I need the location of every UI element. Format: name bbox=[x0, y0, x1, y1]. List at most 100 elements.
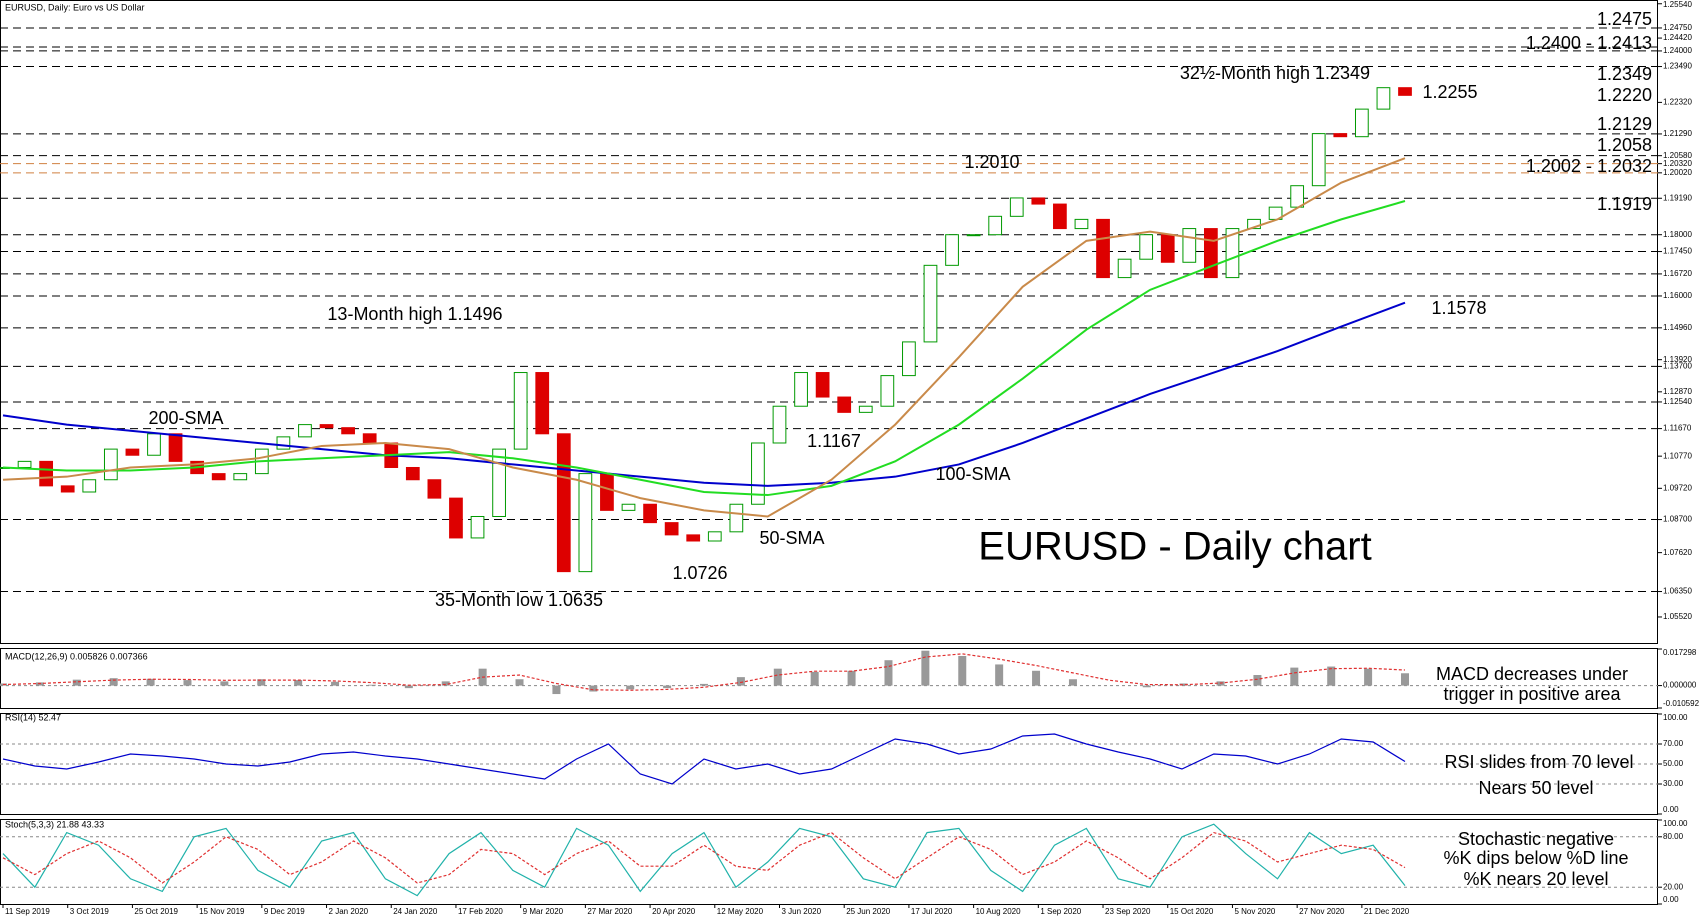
stoch-header: Stoch(5,3,3) 21.88 43.33 bbox=[5, 819, 104, 829]
histogram-bar bbox=[1401, 673, 1409, 686]
note: Stochastic negative bbox=[1458, 829, 1614, 849]
annotation: 32½-Month high 1.2349 bbox=[1180, 63, 1370, 83]
y-tick-label: 20.00 bbox=[1663, 882, 1684, 891]
candle bbox=[1398, 87, 1412, 96]
x-tick-label: 11 Sep 2019 bbox=[5, 907, 50, 916]
candle bbox=[298, 424, 312, 438]
x-tick-label: 15 Oct 2020 bbox=[1170, 907, 1214, 916]
candle bbox=[1096, 218, 1110, 279]
y-tick-label: 1.11670 bbox=[1663, 424, 1692, 433]
y-tick-label: 100.00 bbox=[1663, 713, 1688, 722]
y-tick-label: 0.000000 bbox=[1663, 681, 1697, 690]
note: %K nears 20 level bbox=[1463, 869, 1608, 889]
y-tick-label: 1.18000 bbox=[1663, 230, 1692, 239]
y-tick-label: 50.00 bbox=[1663, 759, 1684, 768]
annotation: 1.2010 bbox=[964, 152, 1019, 172]
histogram-bar bbox=[183, 680, 192, 686]
x-tick-label: 17 Feb 2020 bbox=[458, 907, 503, 916]
histogram-bar bbox=[1364, 668, 1373, 686]
histogram-bar bbox=[736, 677, 745, 686]
histogram-bar bbox=[1327, 666, 1336, 686]
annotation: 13-Month high 1.1496 bbox=[327, 304, 502, 324]
y-tick-label: 1.13920 bbox=[1663, 355, 1692, 364]
candle bbox=[729, 503, 744, 533]
candle bbox=[578, 473, 593, 573]
y-tick-label: 1.12870 bbox=[1663, 387, 1692, 396]
histogram-bar bbox=[884, 660, 893, 686]
macd-panel bbox=[0, 648, 1658, 709]
candle bbox=[168, 433, 183, 462]
y-tick-label: 100.00 bbox=[1663, 819, 1688, 828]
chart-title: EURUSD - Daily chart bbox=[978, 525, 1371, 569]
candle bbox=[1117, 258, 1132, 279]
y-tick-label: 1.10770 bbox=[1663, 451, 1692, 460]
x-tick-label: 23 Sep 2020 bbox=[1105, 907, 1151, 916]
histogram-bar bbox=[847, 670, 856, 686]
y-tick-label: 1.17450 bbox=[1663, 247, 1692, 256]
histogram-bar bbox=[1068, 679, 1077, 686]
y-tick-label: 0.017298 bbox=[1663, 648, 1697, 657]
x-tick-label: 9 Mar 2020 bbox=[523, 907, 564, 916]
y-tick-label: 1.21290 bbox=[1663, 129, 1692, 138]
y-tick-label: 1.22320 bbox=[1663, 97, 1692, 106]
y-tick-label: 1.07620 bbox=[1663, 548, 1692, 557]
series-line bbox=[2, 200, 1406, 497]
candle bbox=[794, 372, 808, 407]
histogram-bar bbox=[109, 678, 118, 686]
candle bbox=[621, 503, 636, 511]
histogram-bar bbox=[404, 685, 413, 689]
y-tick-label: 1.05520 bbox=[1663, 612, 1692, 621]
histogram-bar bbox=[589, 685, 598, 692]
histogram-bar bbox=[294, 680, 303, 686]
candle bbox=[427, 479, 442, 499]
candle bbox=[1139, 234, 1154, 260]
x-tick-label: 20 Apr 2020 bbox=[652, 907, 696, 916]
candle bbox=[664, 522, 679, 536]
macd-header: MACD(12,26,9) 0.005826 0.007366 bbox=[5, 651, 148, 661]
candle bbox=[686, 534, 701, 542]
histogram-bar bbox=[773, 668, 782, 686]
histogram-bar bbox=[72, 679, 81, 686]
candle bbox=[1074, 218, 1089, 230]
x-tick-label: 2 Jan 2020 bbox=[329, 907, 369, 916]
histogram-bar bbox=[995, 664, 1004, 686]
histogram-bar bbox=[257, 679, 266, 686]
candle bbox=[470, 515, 485, 539]
y-tick-label: 1.14960 bbox=[1663, 323, 1692, 332]
candle bbox=[1290, 185, 1305, 208]
candle bbox=[492, 448, 506, 517]
series-label: 50-SMA bbox=[759, 528, 824, 548]
candle bbox=[1160, 234, 1175, 263]
x-tick-label: 27 Nov 2020 bbox=[1299, 907, 1345, 916]
candle bbox=[1225, 228, 1240, 279]
candle bbox=[341, 427, 355, 435]
stoch-panel bbox=[0, 819, 1658, 905]
y-tick-label: 1.16000 bbox=[1663, 291, 1692, 300]
x-tick-label: 5 Nov 2020 bbox=[1234, 907, 1275, 916]
y-tick-label: 1.20320 bbox=[1663, 159, 1692, 168]
candle bbox=[1354, 108, 1369, 138]
candle bbox=[600, 473, 614, 511]
candle bbox=[556, 433, 571, 573]
y-tick-label: -0.010592 bbox=[1663, 699, 1700, 708]
histogram-bar bbox=[146, 678, 155, 686]
histogram-bar bbox=[552, 685, 561, 695]
level-label: 1.2255 bbox=[1422, 82, 1477, 102]
candle bbox=[945, 234, 959, 266]
series-label: 100-SMA bbox=[935, 464, 1010, 484]
candle bbox=[39, 460, 54, 487]
histogram-bar bbox=[1179, 683, 1188, 686]
x-tick-label: 27 Mar 2020 bbox=[587, 907, 632, 916]
note: %K dips below %D line bbox=[1443, 848, 1628, 868]
annotation: 1.0726 bbox=[672, 563, 727, 583]
x-tick-label: 1 Sep 2020 bbox=[1040, 907, 1081, 916]
histogram-bar bbox=[921, 650, 930, 686]
y-tick-label: 1.06350 bbox=[1663, 587, 1692, 596]
histogram-bar bbox=[441, 681, 450, 686]
series-label: 200-SMA bbox=[148, 408, 223, 428]
level-label: 1.2400 - 1.2413 bbox=[1526, 33, 1652, 53]
candle bbox=[1031, 197, 1046, 205]
histogram-bar bbox=[1253, 675, 1262, 686]
